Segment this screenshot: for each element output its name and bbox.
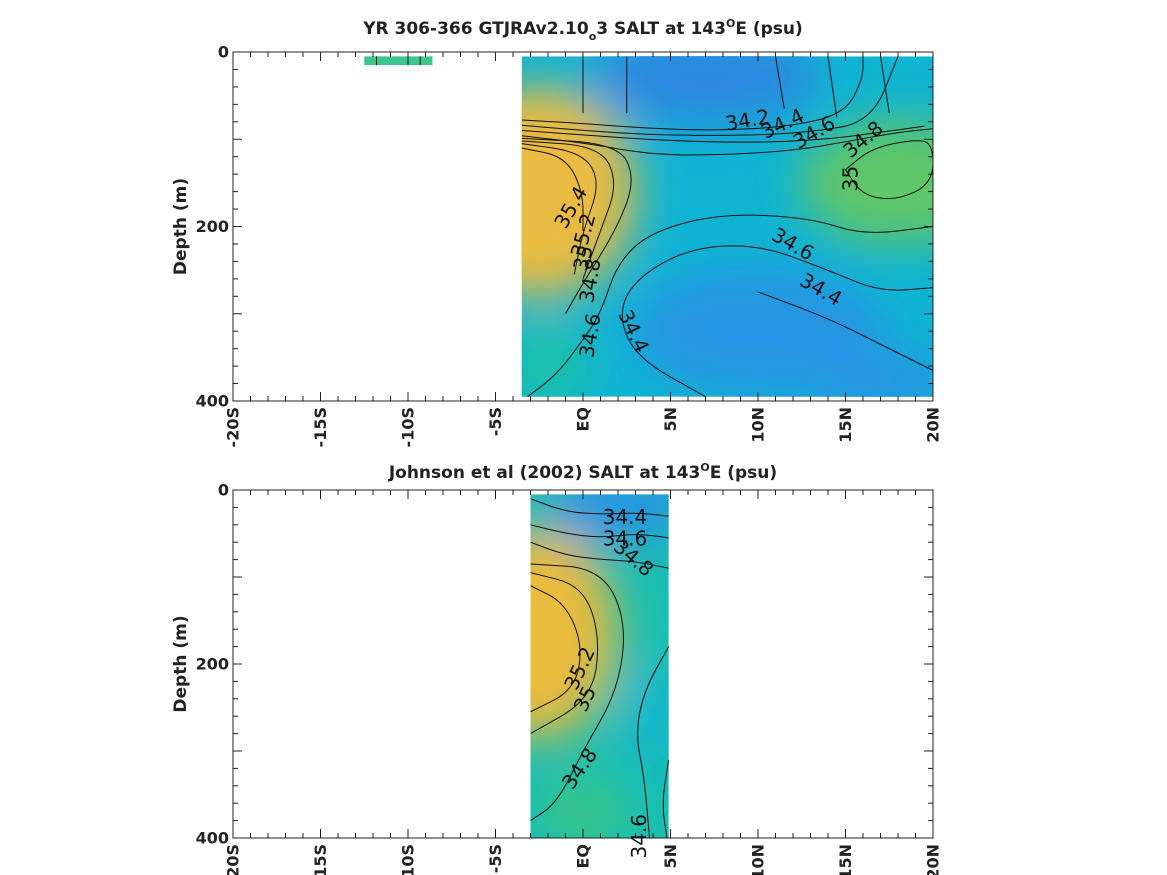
title-superscript: O [700, 461, 709, 474]
field-blobs [521, 56, 933, 397]
salinity-blob-3 [632, 268, 884, 395]
contour-34-8 [521, 137, 632, 314]
contour-label: 35 [839, 166, 863, 191]
contour-34-4 [521, 56, 899, 136]
x-tick-label: -20S [224, 844, 243, 875]
y-tick-label: 400 [196, 392, 229, 411]
contour-34-6 [521, 125, 925, 143]
salinity-field [521, 56, 933, 397]
y-axis-label: Depth (m) [171, 178, 191, 275]
contours [521, 56, 933, 397]
x-tick-label: 10N [749, 407, 768, 443]
y-tick-label: 0 [218, 481, 229, 500]
title-subscript: o [589, 30, 597, 43]
contour-35 [530, 572, 599, 735]
contour-34-4 [757, 291, 933, 371]
chart-title: YR 306-366 GTJRAv2.10o3 SALT at 143OE (p… [362, 17, 803, 43]
x-tick-label: EQ [574, 844, 593, 869]
x-tick-label: EQ [574, 407, 593, 432]
x-tick-label: -15S [311, 407, 330, 447]
contour-label: 34.6 [603, 527, 648, 551]
contour-34-4 [530, 498, 669, 517]
salinity-field [530, 494, 669, 838]
salinity-blob-0 [591, 56, 820, 124]
title-superscript: O [726, 17, 735, 30]
contour-34-6 [637, 646, 669, 838]
x-tick-label: 15N [836, 407, 855, 443]
y-tick-label: 400 [196, 829, 229, 848]
salinity-blob-2 [626, 664, 669, 769]
x-tick-label: -10S [399, 407, 418, 447]
salinity-blob-4 [810, 348, 933, 397]
contour-34-6 [662, 759, 669, 838]
x-tick-label: -10S [399, 844, 418, 875]
contour-34-8 [530, 563, 624, 822]
salinity-patch [364, 56, 433, 66]
salinity-blob-1 [800, 120, 933, 246]
title-text: E (psu) [710, 463, 777, 483]
salinity-blob-2 [521, 86, 636, 298]
contour-34-2 [521, 56, 864, 131]
chart-title: Johnson et al (2002) SALT at 143OE (psu) [388, 461, 777, 483]
y-axis-label: Depth (m) [171, 615, 191, 712]
y-tick-label: 200 [196, 217, 229, 236]
contour-label: 34.6 [627, 814, 651, 859]
contour-35 [521, 140, 615, 280]
x-tick-label: -5S [486, 407, 505, 436]
x-tick-label: 20N [924, 407, 943, 443]
x-tick-label: 5N [661, 407, 680, 432]
contours [530, 498, 669, 838]
panel-model: 34.234.434.634.83535.435.23534.834.634.4… [171, 17, 943, 447]
contour-label: 34.4 [603, 505, 648, 529]
contour-34-6 [526, 214, 933, 397]
x-tick-label: -20S [224, 407, 243, 447]
x-tick-label: 10N [749, 844, 768, 875]
contour-34-8 [530, 541, 669, 569]
contour-34-4 [621, 245, 933, 397]
contour-35-2 [521, 143, 597, 275]
salinity-blob-3 [541, 777, 625, 838]
contour-35-2 [530, 585, 581, 713]
field-blobs [530, 494, 669, 838]
x-tick-label: 5N [661, 844, 680, 869]
x-tick-label: 20N [924, 844, 943, 875]
salinity-blob-1 [530, 528, 617, 739]
salinity-blob-5 [521, 324, 590, 397]
salinity-blob-0 [544, 494, 669, 544]
title-text: YR 306-366 GTJRAv2.10 [362, 19, 589, 39]
contour-35 [845, 140, 933, 200]
x-tick-label: -15S [311, 844, 330, 875]
title-text: E (psu) [735, 19, 802, 39]
title-text: Johnson et al (2002) SALT at 143 [388, 463, 701, 483]
title-text: 3 SALT at 143 [596, 19, 726, 39]
contour-35-4 [521, 147, 584, 231]
y-tick-label: 200 [196, 655, 229, 674]
x-tick-label: -5S [486, 844, 505, 873]
x-tick-label: 15N [836, 844, 855, 875]
y-tick-label: 0 [218, 43, 229, 62]
contour-34-6 [530, 524, 669, 539]
